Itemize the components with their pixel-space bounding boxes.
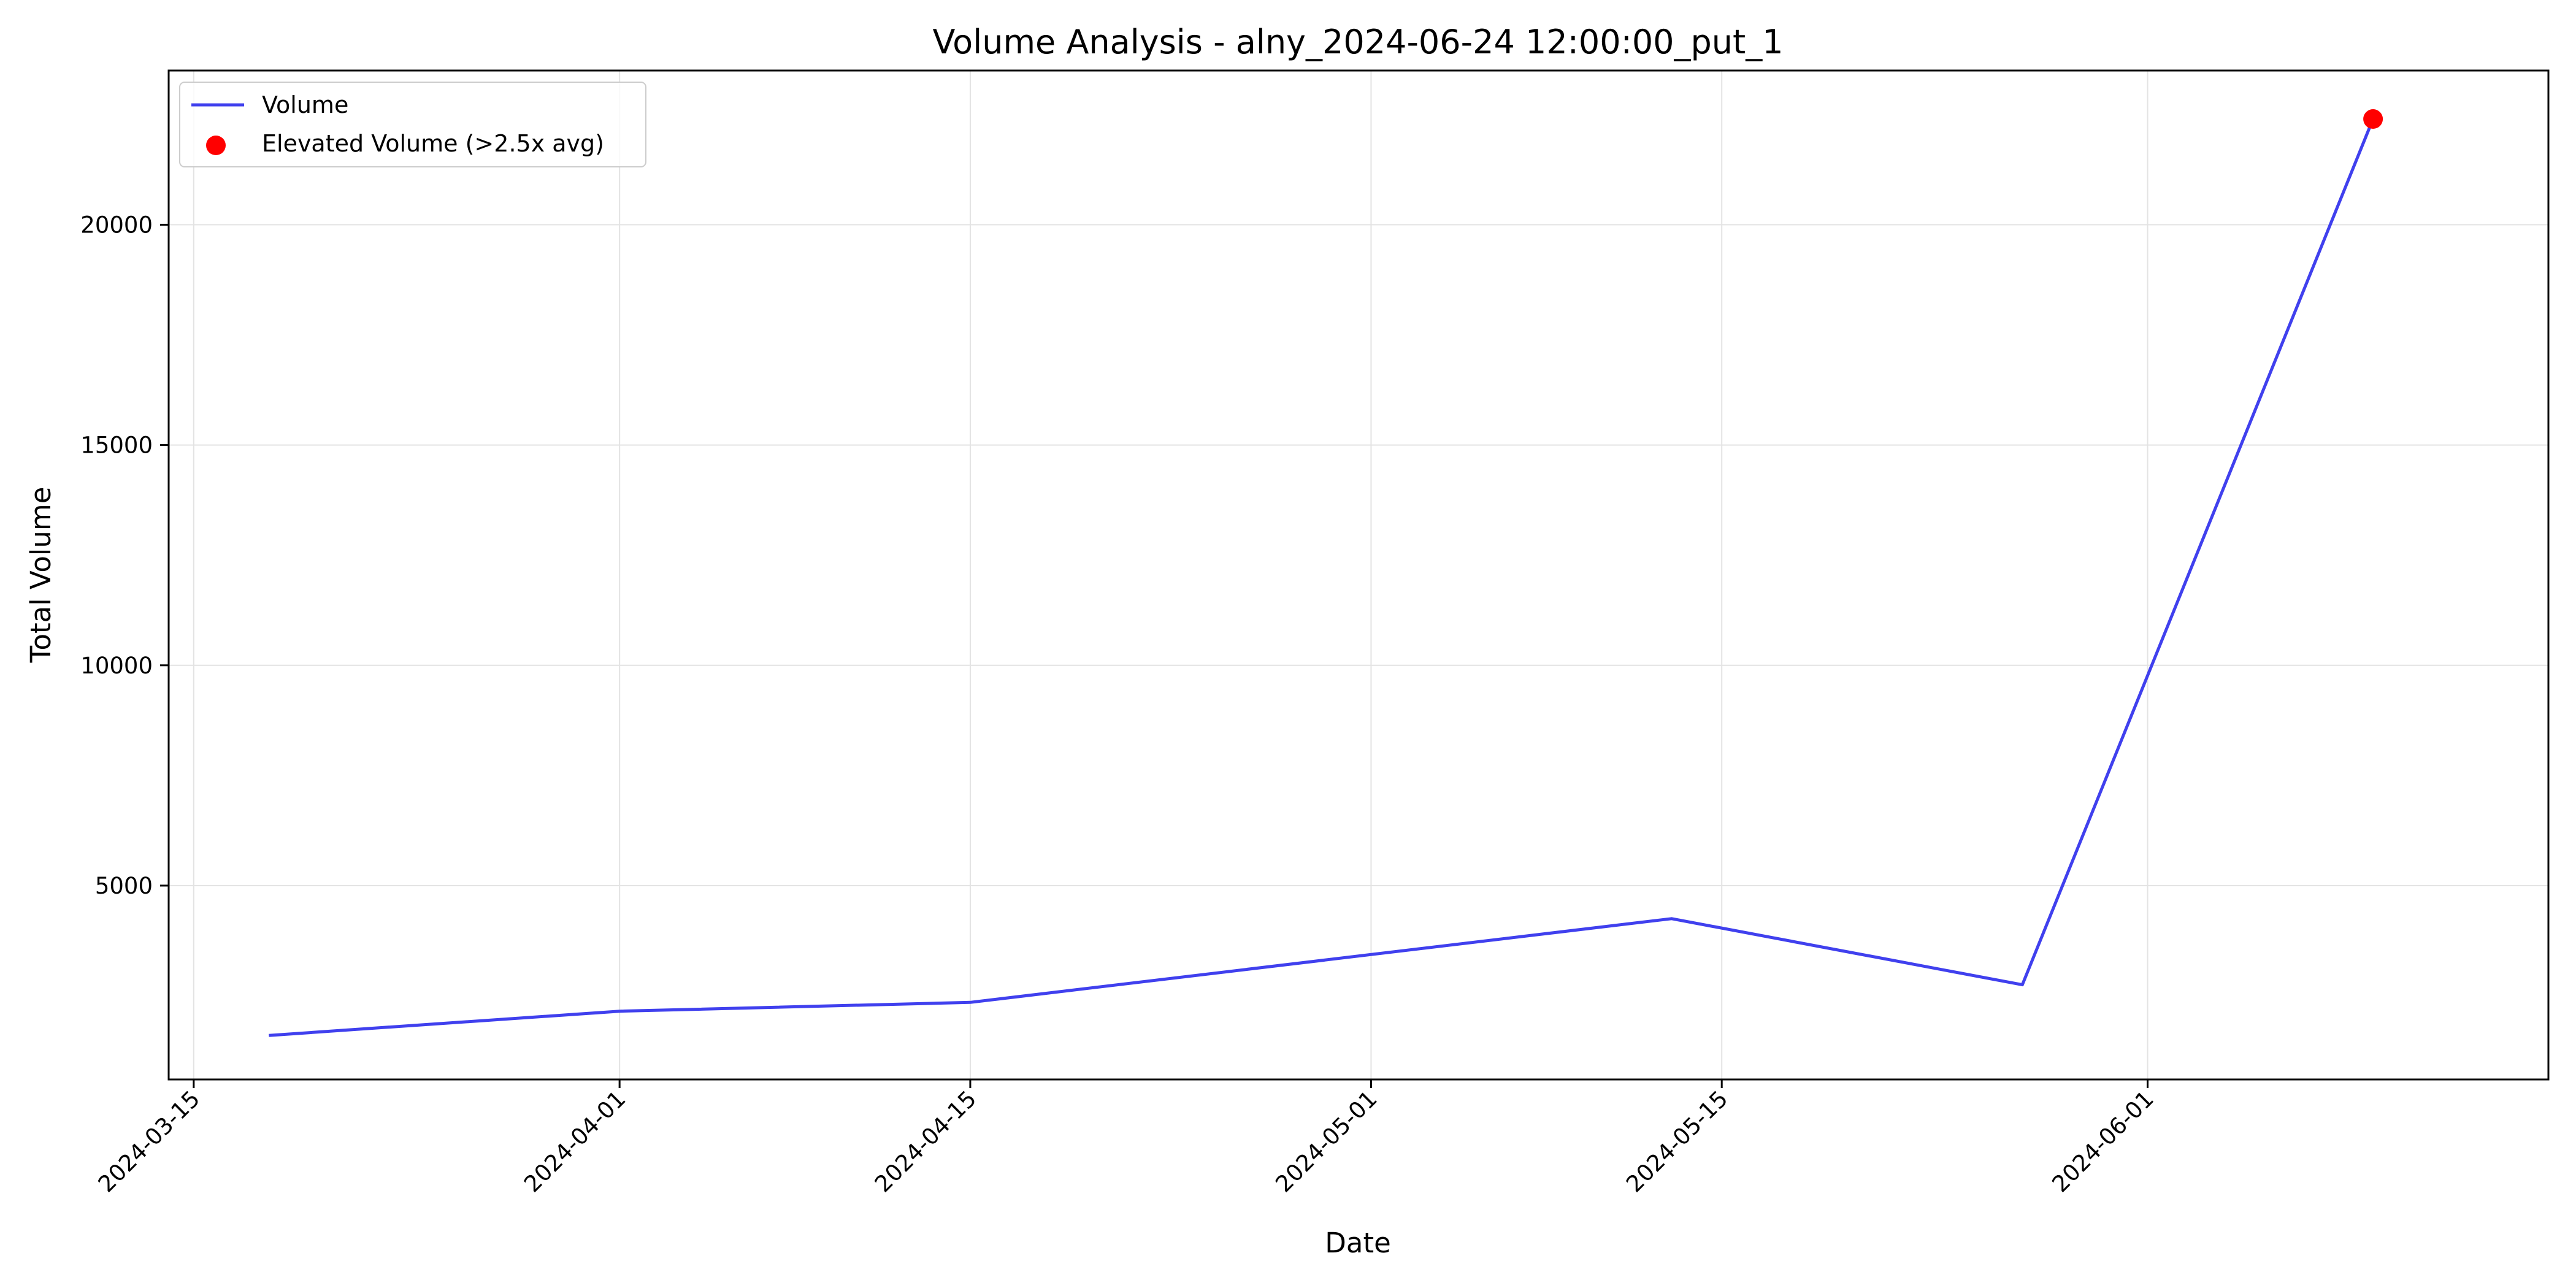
grid-layer [169, 71, 2548, 1079]
plot-area-frame [167, 69, 2550, 1081]
volume-series-line [269, 118, 2375, 1037]
x-tick-label: 2024-04-15 [870, 1086, 981, 1197]
axis-layer: 2024-03-15 2024-04-01 2024-04-15 2024-05-01… [80, 212, 2159, 1197]
chart-title: Volume Analysis - alny_2024-06-24 12:00:… [932, 23, 1783, 61]
y-tick-label: 10000 [80, 653, 153, 679]
x-tick-label: 2024-06-01 [2047, 1086, 2158, 1197]
legend-box [179, 82, 646, 167]
legend-elevated-label: Elevated Volume (>2.5x avg) [262, 130, 604, 157]
x-tick-label: 2024-04-01 [519, 1086, 631, 1197]
legend-elevated-swatch [206, 136, 226, 155]
y-axis-label: Total Volume [25, 487, 57, 664]
y-tick-label: 5000 [95, 873, 153, 899]
x-tick-label: 2024-05-01 [1270, 1086, 1382, 1197]
x-tick-label: 2024-03-15 [93, 1086, 205, 1197]
y-tick-label: 15000 [80, 432, 153, 459]
legend: Volume Elevated Volume (>2.5x avg) [179, 82, 646, 167]
series-layer [269, 109, 2383, 1037]
x-tick-label: 2024-05-15 [1621, 1086, 1733, 1197]
x-axis-label: Date [1325, 1227, 1391, 1259]
elevated-volume-point [2363, 109, 2383, 129]
y-tick-label: 20000 [80, 212, 153, 238]
legend-volume-label: Volume [262, 91, 348, 118]
